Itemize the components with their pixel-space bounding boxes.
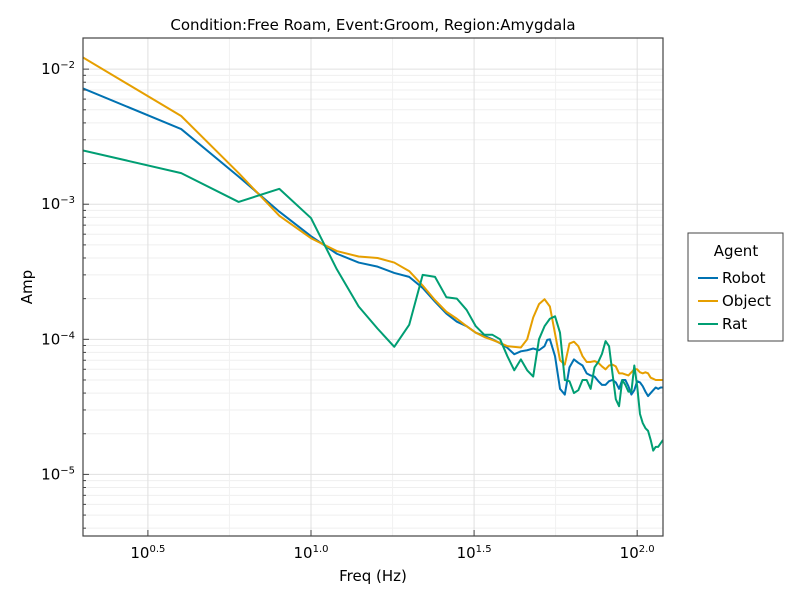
x-tick-label: 100.5 (130, 544, 165, 562)
legend-label-object: Object (722, 292, 771, 310)
plot-series (83, 56, 663, 452)
y-tick-label: 10−4 (41, 330, 75, 348)
legend-title: Agent (714, 242, 759, 260)
legend: Agent Robot Object Rat (687, 232, 784, 342)
y-tick-label: 10−3 (41, 195, 75, 213)
grid-lines (83, 38, 663, 536)
plot-area-frame (82, 37, 664, 537)
y-axis-title: Amp (18, 270, 36, 304)
axis-ticks: 10−5 10−4 10−3 10−2 100.5 101.0 101.5 102.0 (41, 60, 655, 562)
series-line-robot (83, 87, 663, 398)
x-tick-label: 101.0 (293, 544, 328, 562)
y-tick-label: 10−5 (41, 465, 75, 483)
x-axis-title: Freq (Hz) (339, 567, 407, 585)
legend-label-rat: Rat (722, 315, 747, 333)
series-line-rat (83, 149, 663, 452)
y-tick-label: 10−2 (41, 60, 75, 78)
legend-entries: Robot Object Rat (698, 269, 771, 333)
x-tick-label: 102.0 (620, 544, 655, 562)
legend-label-robot: Robot (722, 269, 766, 287)
series-line-object (83, 56, 663, 381)
x-tick-label: 101.5 (457, 544, 492, 562)
chart-title: Condition:Free Roam, Event:Groom, Region… (170, 16, 575, 34)
